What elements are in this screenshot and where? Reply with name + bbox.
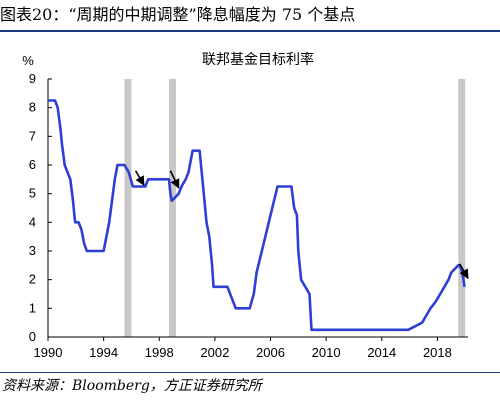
y-tick-label: 3 (29, 243, 36, 258)
shaded-period-2 (168, 79, 176, 337)
y-axis-unit-label: % (22, 53, 34, 68)
y-tick-label: 6 (29, 157, 36, 172)
series-line-1 (48, 99, 466, 332)
y-tick-label: 5 (29, 186, 36, 201)
chart-title: 联邦基金目标利率 (202, 51, 314, 68)
source-note: 资料来源：Bloomberg，方正证券研究所 (2, 378, 262, 394)
y-tick-label: 0 (29, 329, 36, 344)
x-tick-label: 2018 (423, 345, 452, 360)
x-tick-label: 1998 (145, 345, 174, 360)
annotation-arrow-1 (134, 170, 145, 186)
y-tick-label: 2 (29, 272, 36, 287)
top-divider (0, 30, 500, 32)
x-tick-label: 2014 (367, 345, 396, 360)
x-tick-label: 2006 (256, 345, 285, 360)
x-tick-label: 1994 (89, 345, 118, 360)
bottom-divider (0, 372, 500, 373)
y-tick-label: 1 (29, 300, 36, 315)
figure-title-text: “周期的中期调整”降息幅度为 75 个基点 (68, 5, 356, 24)
x-tick-label: 2010 (312, 345, 341, 360)
shaded-period-1 (124, 79, 132, 337)
y-tick-label: 7 (29, 128, 36, 143)
figure-title: 图表20：“周期的中期调整”降息幅度为 75 个基点 (0, 2, 500, 28)
shaded-period-3 (458, 79, 466, 337)
annotation-arrow-2 (169, 170, 180, 189)
figure-label: 图表20： (0, 5, 69, 24)
y-tick-label: 9 (29, 71, 36, 86)
x-tick-label: 1990 (34, 345, 63, 360)
y-tick-label: 8 (29, 100, 36, 115)
rate-line-chart: 联邦基金目标利率 0 1 2 3 4 5 6 7 8 9% 1990 1994 1998 2002 2006 2… (22, 51, 469, 360)
y-tick-label: 4 (29, 214, 36, 229)
x-tick-label: 2002 (200, 345, 229, 360)
annotation-arrow-3 (458, 263, 469, 280)
